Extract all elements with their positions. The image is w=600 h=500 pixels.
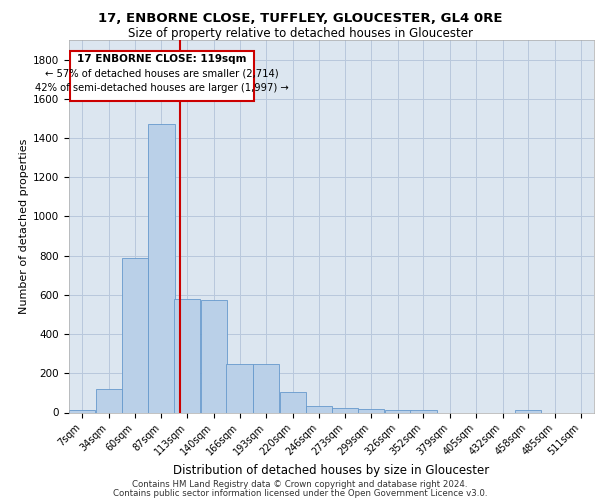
Bar <box>358 408 384 412</box>
Text: 17 ENBORNE CLOSE: 119sqm: 17 ENBORNE CLOSE: 119sqm <box>77 54 247 64</box>
Bar <box>280 392 306 412</box>
Text: Contains HM Land Registry data © Crown copyright and database right 2024.: Contains HM Land Registry data © Crown c… <box>132 480 468 489</box>
Bar <box>253 364 280 412</box>
Bar <box>148 124 175 412</box>
Bar <box>385 410 411 412</box>
Bar <box>332 408 358 412</box>
Bar <box>69 410 95 412</box>
Bar <box>410 410 437 412</box>
Bar <box>174 299 200 412</box>
Bar <box>96 389 122 412</box>
Text: Contains public sector information licensed under the Open Government Licence v3: Contains public sector information licen… <box>113 488 487 498</box>
Bar <box>122 258 148 412</box>
X-axis label: Distribution of detached houses by size in Gloucester: Distribution of detached houses by size … <box>173 464 490 477</box>
Text: 42% of semi-detached houses are larger (1,997) →: 42% of semi-detached houses are larger (… <box>35 83 289 93</box>
Bar <box>226 364 253 412</box>
Text: ← 57% of detached houses are smaller (2,714): ← 57% of detached houses are smaller (2,… <box>45 68 279 78</box>
Y-axis label: Number of detached properties: Number of detached properties <box>19 138 29 314</box>
Bar <box>515 410 541 412</box>
Bar <box>201 300 227 412</box>
Bar <box>305 406 332 412</box>
Text: 17, ENBORNE CLOSE, TUFFLEY, GLOUCESTER, GL4 0RE: 17, ENBORNE CLOSE, TUFFLEY, GLOUCESTER, … <box>98 12 502 26</box>
Text: Size of property relative to detached houses in Gloucester: Size of property relative to detached ho… <box>128 28 473 40</box>
FancyBboxPatch shape <box>70 51 254 101</box>
